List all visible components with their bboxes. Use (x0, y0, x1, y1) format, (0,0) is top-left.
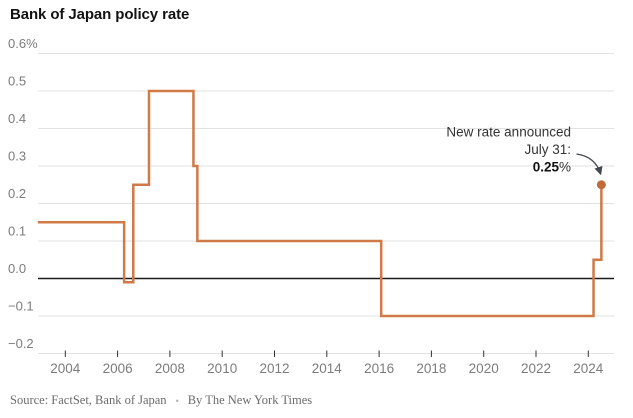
gridlines (38, 53, 614, 354)
chart-title: Bank of Japan policy rate (10, 6, 190, 23)
annotation-value: 0.25% (533, 160, 571, 175)
x-tick-label: 2010 (207, 361, 237, 376)
y-tick-label: 0.0 (8, 261, 26, 276)
y-tick-label: 0.5 (8, 74, 26, 89)
footer-separator-dot: • (175, 395, 179, 406)
x-tick-label: 2020 (469, 361, 499, 376)
chart-footer: Source: FactSet, Bank of Japan • By The … (10, 393, 312, 408)
x-tick-label: 2008 (155, 361, 185, 376)
annotation: New rate announced July 31: 0.25% (446, 125, 603, 176)
y-tick-label: −0.1 (8, 299, 34, 314)
y-tick-label: 0.1 (8, 224, 26, 239)
source-text: Source: FactSet, Bank of Japan (10, 393, 167, 407)
x-tick-label: 2006 (103, 361, 133, 376)
y-tick-label: 0.4 (8, 111, 26, 126)
x-tick-label: 2004 (50, 361, 81, 376)
x-tick-label: 2012 (259, 361, 289, 376)
byline-text: By The New York Times (187, 393, 313, 407)
x-tick-label: 2018 (416, 361, 446, 376)
x-tick-label: 2024 (573, 361, 604, 376)
policy-rate-line (37, 89, 603, 318)
x-tick-label: 2022 (521, 361, 551, 376)
y-tick-label: 0.2 (8, 186, 26, 201)
axes: 0.6% 0.5 0.4 0.3 0.2 0.1 0.0 −0.1 −0.2 2004 2006 20… (8, 36, 614, 376)
annotation-arrow (576, 153, 603, 176)
x-tick-label: 2016 (364, 361, 394, 376)
x-tick-label: 2014 (312, 361, 343, 376)
annotation-line-1: New rate announced (446, 125, 571, 140)
y-tick-label: 0.3 (8, 149, 26, 164)
y-tick-label: 0.6% (8, 36, 38, 51)
rate-line-series (37, 89, 606, 318)
annotation-line-2: July 31: (524, 142, 571, 157)
latest-rate-dot (596, 180, 606, 190)
y-tick-label: −0.2 (8, 336, 34, 351)
